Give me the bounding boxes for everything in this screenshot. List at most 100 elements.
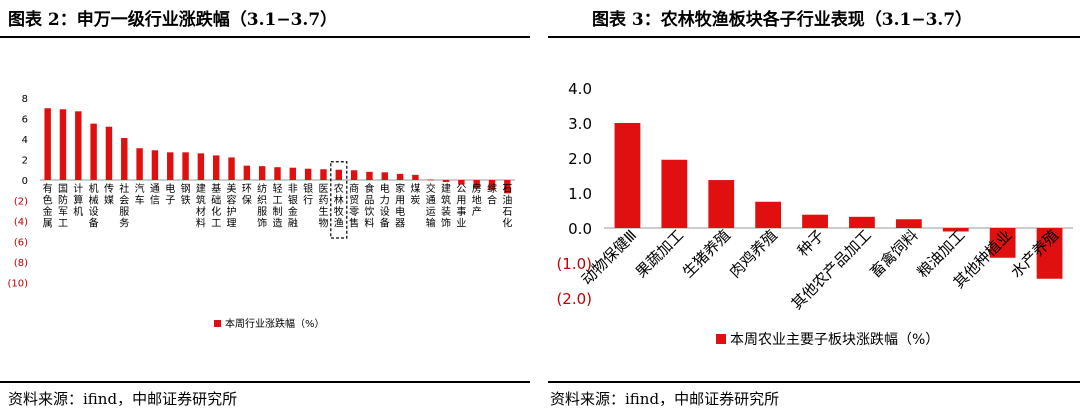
right-category-label: 肉鸡养殖 <box>726 226 781 281</box>
left-bar-基础化工 <box>212 155 220 180</box>
left-category-label: 环保 <box>242 184 252 207</box>
left-figure-title: 图表 2：申万一级行业涨跌幅（3.1−3.7） <box>8 10 338 30</box>
right-y-tick-label: 2.0 <box>568 150 592 168</box>
right-bar-种子 <box>802 214 828 228</box>
right-bar-畜禽饲料 <box>895 219 922 228</box>
right-subsector-bar-chart: 4.03.02.01.00.0(1.0)(2.0)动物保健Ⅲ果蔬加工生猪养殖肉鸡… <box>556 80 1073 348</box>
left-bar-纺织服饰 <box>258 166 266 180</box>
left-category-label: 食品饮料 <box>364 182 374 230</box>
left-bar-国防军工 <box>59 109 67 180</box>
left-source-note: 资料来源：ifind，中邮证券研究所 <box>8 390 238 408</box>
left-category-label: 传媒 <box>104 183 114 207</box>
left-category-label: 公用事业 <box>456 184 466 230</box>
left-category-label: 综合 <box>487 182 497 207</box>
left-category-label: 农林牧渔 <box>334 182 344 230</box>
left-y-tick-label: (6) <box>14 238 28 249</box>
left-source-rule <box>0 381 530 383</box>
right-bar-动物保健Ⅲ <box>614 123 641 228</box>
left-category-label: 通信 <box>150 183 160 207</box>
highlight-box <box>330 161 348 239</box>
left-bar-商贸零售 <box>350 170 358 180</box>
left-category-label: 计算机 <box>73 182 83 218</box>
right-bar-其他种植业 <box>989 228 1016 258</box>
left-y-tick-label: 6 <box>22 115 28 126</box>
left-category-label: 电力设备 <box>380 182 390 230</box>
right-source-rule <box>548 381 1080 383</box>
left-category-label: 石油石化 <box>502 184 512 230</box>
left-bar-农林牧渔 <box>335 169 343 180</box>
left-y-tick-label: (2) <box>14 197 28 208</box>
left-bar-电力设备 <box>381 172 388 180</box>
left-bar-轻工制造 <box>274 167 281 180</box>
left-bar-石油石化 <box>504 180 511 194</box>
left-category-label: 煤炭 <box>410 182 420 207</box>
left-title-rule <box>0 36 530 38</box>
left-bar-家用电器 <box>396 173 404 180</box>
right-category-label: 种子 <box>794 226 828 260</box>
right-bar-粮油加工 <box>942 228 969 232</box>
right-legend-label: 本周农业主要子板块涨跌幅（%） <box>730 332 939 348</box>
left-category-label: 家用电器 <box>395 182 405 230</box>
left-legend-label: 本周行业涨跌幅（%） <box>225 317 325 330</box>
left-category-label: 房地产 <box>472 182 482 218</box>
left-category-label: 银行 <box>303 182 313 207</box>
left-y-tick-label: 8 <box>22 94 28 105</box>
left-bar-环保 <box>243 165 251 180</box>
left-category-label: 建筑材料 <box>196 182 206 230</box>
left-y-tick-label: (8) <box>14 258 28 269</box>
left-y-tick-label: (4) <box>14 217 28 228</box>
right-bar-其他农产品加工 <box>849 216 875 228</box>
left-category-label: 轻工制造 <box>273 182 283 230</box>
left-bar-电子 <box>167 152 174 180</box>
left-bar-煤炭 <box>412 174 419 180</box>
right-bar-肉鸡养殖 <box>755 201 782 228</box>
left-y-tick-label: (10) <box>7 279 28 290</box>
left-bar-银行 <box>304 168 312 180</box>
right-bar-果蔬加工 <box>661 159 688 228</box>
right-bar-水产养殖 <box>1036 228 1063 279</box>
left-y-tick-label: 0 <box>22 176 28 187</box>
left-y-tick-label: 2 <box>22 156 28 167</box>
right-bar-生猪养殖 <box>708 180 735 228</box>
left-category-label: 社会服务 <box>119 182 129 230</box>
left-category-label: 机械设备 <box>89 182 99 230</box>
left-bar-食品饮料 <box>366 171 373 180</box>
left-bar-传媒 <box>105 126 113 180</box>
left-category-label: 汽车 <box>135 182 145 207</box>
left-bar-房地产 <box>473 180 480 189</box>
right-source-note: 资料来源：ifind，中邮证券研究所 <box>550 390 780 408</box>
left-bar-公用事业 <box>458 180 465 185</box>
left-category-label: 国防军工 <box>58 183 68 230</box>
left-legend-swatch <box>214 320 221 327</box>
left-category-label: 交通运输 <box>426 182 436 230</box>
left-bar-钢铁 <box>182 152 189 180</box>
left-category-label: 电子 <box>165 182 175 207</box>
left-category-label: 钢铁 <box>181 182 191 207</box>
left-bar-美容护理 <box>228 157 235 180</box>
left-bar-社会服务 <box>121 137 128 180</box>
left-category-label: 美容护理 <box>227 182 237 230</box>
left-category-label: 建筑装饰 <box>441 182 451 230</box>
left-bar-医药生物 <box>320 169 327 180</box>
right-y-tick-label: 3.0 <box>568 115 592 133</box>
right-category-label: 生猪养殖 <box>679 226 734 281</box>
right-title-rule <box>548 36 1080 38</box>
left-bar-建筑装饰 <box>442 180 450 183</box>
left-bar-计算机 <box>75 111 82 180</box>
left-bar-汽车 <box>136 148 143 180</box>
right-category-label: 果蔬加工 <box>632 226 687 281</box>
left-category-label: 基础化工 <box>211 182 221 230</box>
left-category-label: 商贸零售 <box>349 182 359 230</box>
right-y-tick-label: (2.0) <box>556 290 592 308</box>
left-bar-通信 <box>151 150 159 180</box>
left-bar-建筑材料 <box>197 153 205 180</box>
right-y-tick-label: 1.0 <box>568 185 592 203</box>
right-y-tick-label: (1.0) <box>556 255 592 273</box>
left-y-tick-label: 4 <box>22 135 28 146</box>
right-y-tick-label: 0.0 <box>568 220 592 238</box>
left-industry-bar-chart: 8 6 4 2 0 (2) (4) (6) (8) (10) 有色金属国防军工计算机机械设备传媒社会… <box>7 94 515 330</box>
left-category-label: 纺织服饰 <box>257 182 267 230</box>
right-category-label: 畜禽饲料 <box>867 226 922 281</box>
left-category-label: 有色金属 <box>43 182 53 230</box>
left-category-label: 非银金融 <box>288 183 298 230</box>
